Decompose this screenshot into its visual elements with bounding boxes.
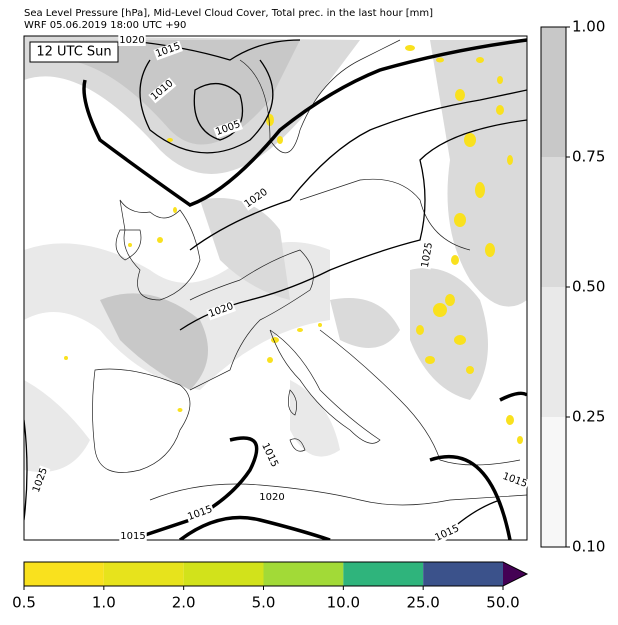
time-label-box: [29, 41, 119, 63]
precip-area: [485, 243, 495, 257]
colorbar-extension: [503, 562, 527, 586]
precip-area: [445, 294, 455, 306]
colorbar-segment: [541, 417, 566, 547]
precip-area: [507, 155, 513, 165]
colorbar-segment: [541, 157, 566, 287]
isobar-label-bg: [185, 503, 215, 524]
colorbar-segment: [541, 287, 566, 417]
precip-area: [475, 182, 485, 198]
precip-area: [517, 436, 523, 444]
cloud-colorbar: 0.10 0.25 0.50 0.75 1.00: [540, 18, 605, 556]
subtitle: WRF 05.06.2019 18:00 UTC +90: [24, 20, 186, 31]
precip-area: [405, 45, 415, 51]
isobar-labels: 1020101510101005102010251020101510201015…: [30, 35, 530, 545]
colorbar-segment: [103, 562, 184, 586]
colorbar-tick-label: 2.0: [172, 594, 196, 612]
colorbar-tick-label: 0.25: [572, 408, 605, 426]
precip-area: [425, 356, 435, 364]
isobar-label: 1015: [120, 531, 145, 542]
precip-area: [466, 366, 474, 374]
colorbar-segment: [423, 562, 503, 586]
isobar-label-bg: [419, 240, 436, 270]
colorbar-segment: [541, 27, 566, 157]
isobar-label-bg: [153, 40, 183, 61]
isobar-label-bg: [258, 492, 286, 503]
isobar-label-bg: [258, 440, 281, 470]
precip-area: [297, 328, 303, 332]
precip-area: [497, 76, 503, 84]
isobar-label-bg: [30, 465, 51, 495]
isobar-label-bg: [241, 186, 271, 211]
precipitation: [64, 45, 523, 444]
precip-area: [436, 57, 444, 63]
precip-area: [167, 138, 173, 142]
precip-area: [451, 255, 459, 265]
colorbar-segment: [24, 562, 104, 586]
precip-area: [455, 89, 465, 101]
precip-area: [128, 243, 132, 247]
precip-area: [454, 213, 466, 227]
precip-area: [416, 325, 424, 335]
precip-area: [318, 323, 322, 327]
precip-area: [271, 337, 279, 343]
precip-area: [64, 356, 68, 360]
isobar-label-bg: [432, 522, 462, 545]
precip-area: [506, 415, 514, 425]
colorbar-segment: [343, 562, 424, 586]
precip-area: [266, 114, 274, 126]
isobar-label: 1025: [420, 242, 435, 269]
precip-area: [433, 303, 447, 317]
time-label: 12 UTC Sun: [36, 45, 111, 60]
precip-area: [173, 207, 177, 213]
isobars: [24, 38, 527, 540]
colorbar-tick-label: 50.0: [486, 594, 519, 612]
map: [24, 36, 527, 540]
isobar-label-bg: [206, 300, 236, 321]
precip-area: [476, 57, 484, 63]
colorbar-tick-label: 1.0: [92, 594, 116, 612]
map-frame: [23, 35, 528, 541]
colorbar-tick-label: 0.75: [572, 148, 605, 166]
precip-area: [157, 237, 163, 243]
colorbar-frame: [23, 561, 529, 587]
colorbar-tick-label: 10.0: [327, 594, 360, 612]
colorbar-tick-label: 5.0: [252, 594, 276, 612]
colorbar-tick-label: 25.0: [406, 594, 439, 612]
title: Sea Level Pressure [hPa], Mid-Level Clou…: [24, 8, 433, 19]
isobar-label-bg: [148, 77, 177, 104]
precip-area: [454, 335, 466, 345]
isobar-label-bg: [500, 470, 530, 491]
precip-area: [277, 136, 283, 144]
precip-area: [267, 357, 273, 363]
colorbar-tick-label: 1.00: [572, 18, 605, 36]
colorbar-tick-label: 0.5: [12, 594, 36, 612]
isobar-label-bg: [118, 35, 146, 46]
isobar-label-bg: [213, 118, 243, 139]
isobar-label: 1020: [119, 35, 144, 46]
colorbar-segment: [183, 562, 264, 586]
colorbar-segment: [263, 562, 344, 586]
precip-area: [496, 105, 504, 115]
colorbar-tick-label: 0.50: [572, 278, 605, 296]
precip-area: [464, 133, 476, 147]
colorbar-tick-label: 0.10: [572, 538, 605, 556]
isobar-label: 1020: [259, 492, 284, 503]
precip-colorbar: 0.5 1.0 2.0 5.0 10.0 25.0 50.0: [12, 561, 529, 612]
precip-area: [177, 408, 183, 412]
isobar-label-bg: [119, 531, 147, 542]
